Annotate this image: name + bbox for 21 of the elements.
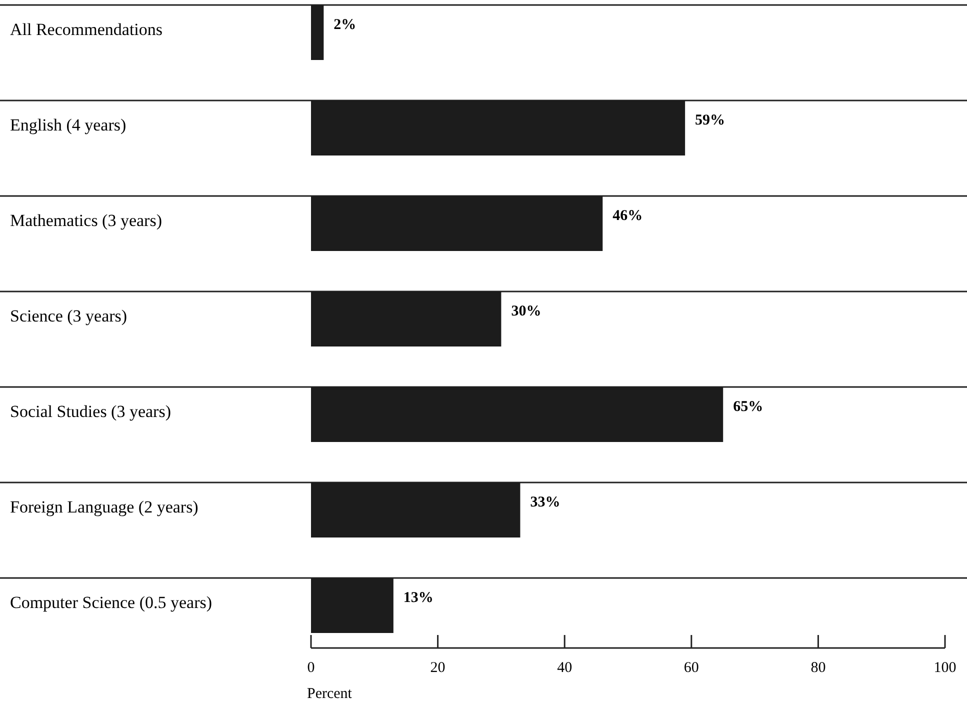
x-tick-label: 0: [307, 660, 315, 676]
x-axis-title: Percent: [307, 686, 353, 702]
y-tick-label: Mathematics (3 years): [10, 211, 162, 230]
data-label: 13%: [403, 590, 434, 606]
y-tick-label: English (4 years): [10, 116, 126, 134]
y-tick-label: Science (3 years): [10, 306, 128, 326]
data-label: 46%: [612, 208, 643, 224]
data-label: 30%: [511, 304, 542, 320]
data-label: 33%: [530, 494, 560, 510]
y-tick-label: Foreign Language (2 years): [10, 498, 198, 516]
data-label: 2%: [334, 17, 356, 33]
y-tick-label: Computer Science (0.5 years): [10, 593, 212, 612]
x-tick-label: 80: [810, 660, 826, 676]
y-tick-label: All Recommendations: [10, 20, 163, 39]
data-label: 59%: [695, 112, 726, 128]
x-tick-label: 60: [684, 660, 699, 676]
x-tick-label: 100: [934, 660, 956, 676]
data-label: 65%: [733, 399, 764, 415]
x-tick-label: 20: [430, 660, 446, 676]
x-tick-label: 40: [557, 660, 572, 676]
y-tick-label: Social Studies (3 years): [10, 402, 171, 421]
